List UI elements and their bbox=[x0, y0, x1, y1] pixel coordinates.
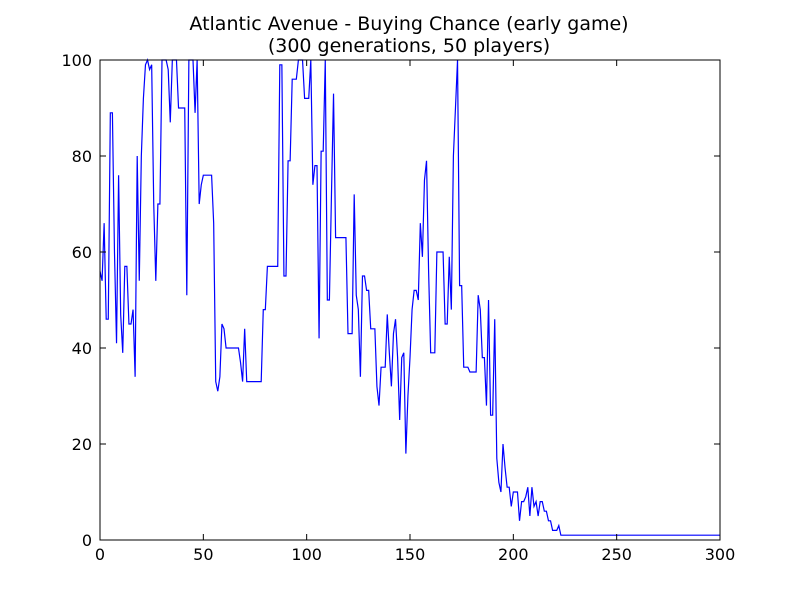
chart-title: Atlantic Avenue - Buying Chance (early g… bbox=[189, 13, 628, 35]
y-tick-label: 60 bbox=[72, 243, 92, 262]
y-tick-label: 40 bbox=[72, 339, 92, 358]
plot-frame bbox=[99, 59, 721, 541]
y-tick-label: 0 bbox=[82, 531, 92, 550]
axis-ticks: 0 50 100 150 200 250 300 0 20 40 60 80 100 bbox=[61, 51, 735, 564]
y-tick-label: 80 bbox=[72, 147, 92, 166]
x-tick-label: 250 bbox=[601, 545, 632, 564]
chart-subtitle: (300 generations, 50 players) bbox=[268, 35, 550, 57]
series-line-1 bbox=[99, 58, 720, 536]
x-tick-label: 50 bbox=[193, 545, 213, 564]
x-tick-label: 150 bbox=[395, 545, 426, 564]
y-tick-label: 100 bbox=[61, 51, 92, 70]
x-tick-label: 300 bbox=[705, 545, 736, 564]
y-tick-label: 20 bbox=[72, 435, 92, 454]
x-tick-label: 200 bbox=[498, 545, 529, 564]
x-tick-label: 100 bbox=[291, 545, 322, 564]
series-layer bbox=[99, 58, 720, 536]
x-tick-label: 0 bbox=[95, 545, 105, 564]
